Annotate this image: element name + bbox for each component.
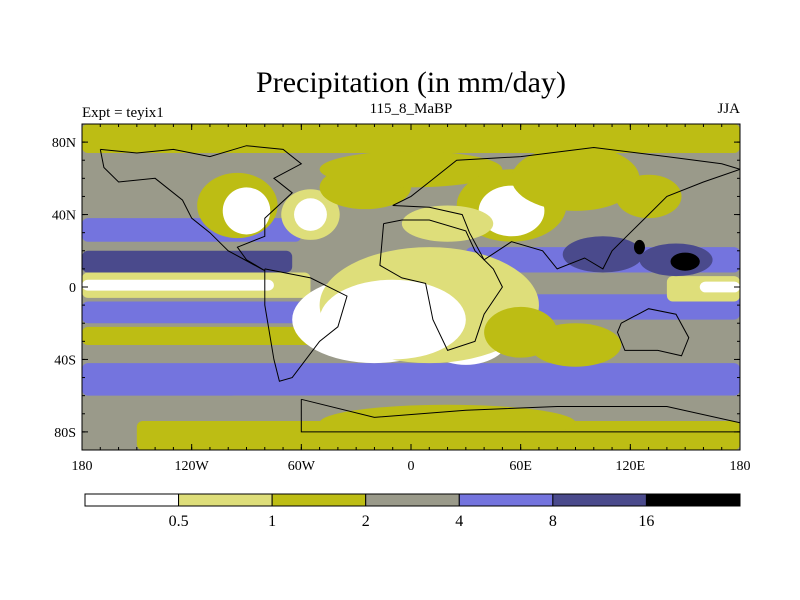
field-blob-17 bbox=[562, 236, 644, 273]
field-band-2 bbox=[82, 250, 293, 273]
chart-title: Precipitation (in mm/day) bbox=[256, 66, 566, 99]
field-band-7 bbox=[82, 363, 740, 396]
coastlines bbox=[99, 145, 740, 433]
field-blob-19 bbox=[670, 252, 700, 271]
colorbar-label-2: 2 bbox=[362, 513, 370, 530]
right-label: JJA bbox=[717, 101, 740, 117]
y-tick-label-1: 40N bbox=[52, 209, 76, 224]
y-axis-ticks: 80N 40N 0 40S 80S bbox=[52, 136, 740, 441]
colorbar-label-5: 16 bbox=[638, 513, 654, 530]
coastline-1 bbox=[264, 268, 348, 382]
colorbar-swatch-4 bbox=[458, 493, 554, 507]
left-label: Expt = teyix1 bbox=[82, 105, 164, 121]
precipitation-field bbox=[82, 124, 740, 450]
x-tick-label-6: 180 bbox=[730, 459, 751, 474]
x-axis-ticks: 180 120W 60W 0 60E 120E 180 bbox=[72, 124, 751, 474]
colorbar-label-4: 8 bbox=[549, 513, 557, 530]
field-blob-8 bbox=[401, 205, 494, 242]
x-tick-label-0: 180 bbox=[72, 459, 93, 474]
coastline-3 bbox=[392, 146, 740, 270]
field-blob-16 bbox=[529, 323, 622, 367]
field-band-6 bbox=[82, 326, 329, 345]
colorbar-swatch-0 bbox=[84, 493, 180, 507]
x-tick-label-1: 120W bbox=[175, 459, 210, 474]
center-label: 115_8_MaBP bbox=[370, 101, 453, 117]
colorbar-swatch-6 bbox=[645, 493, 741, 507]
field-band-13 bbox=[699, 281, 740, 293]
colorbar-label-1: 1 bbox=[268, 513, 276, 530]
coastline-4 bbox=[616, 308, 690, 357]
x-tick-label-3: 0 bbox=[408, 459, 415, 474]
y-tick-label-2: 0 bbox=[69, 281, 76, 296]
coastline-2 bbox=[379, 219, 503, 352]
field-blob-21 bbox=[319, 404, 576, 441]
y-tick-label-0: 80N bbox=[52, 136, 76, 151]
x-tick-label-5: 120E bbox=[616, 459, 646, 474]
coastline-5 bbox=[300, 398, 740, 433]
x-tick-label-2: 60W bbox=[288, 459, 316, 474]
y-tick-label-3: 40S bbox=[54, 353, 76, 368]
field-blob-20 bbox=[633, 239, 645, 255]
field-blob-1 bbox=[222, 187, 271, 235]
field-blob-14 bbox=[319, 279, 466, 360]
field-blob-3 bbox=[294, 198, 327, 231]
field-band-5 bbox=[82, 301, 338, 324]
coastline-0 bbox=[99, 145, 303, 272]
colorbar-swatch-1 bbox=[178, 493, 273, 507]
y-tick-label-4: 80S bbox=[54, 426, 76, 441]
colorbar-swatch-5 bbox=[552, 493, 647, 507]
x-tick-label-4: 60E bbox=[509, 459, 532, 474]
colorbar-label-3: 4 bbox=[455, 513, 463, 530]
colorbar-label-0: 0.5 bbox=[169, 513, 189, 530]
field-blob-9 bbox=[511, 145, 640, 211]
colorbar: 0.5 1 2 4 8 16 bbox=[84, 493, 741, 530]
field-band-4 bbox=[82, 279, 274, 291]
field-blob-10 bbox=[615, 174, 682, 219]
colorbar-swatch-3 bbox=[365, 493, 460, 507]
colorbar-swatch-2 bbox=[271, 493, 367, 507]
